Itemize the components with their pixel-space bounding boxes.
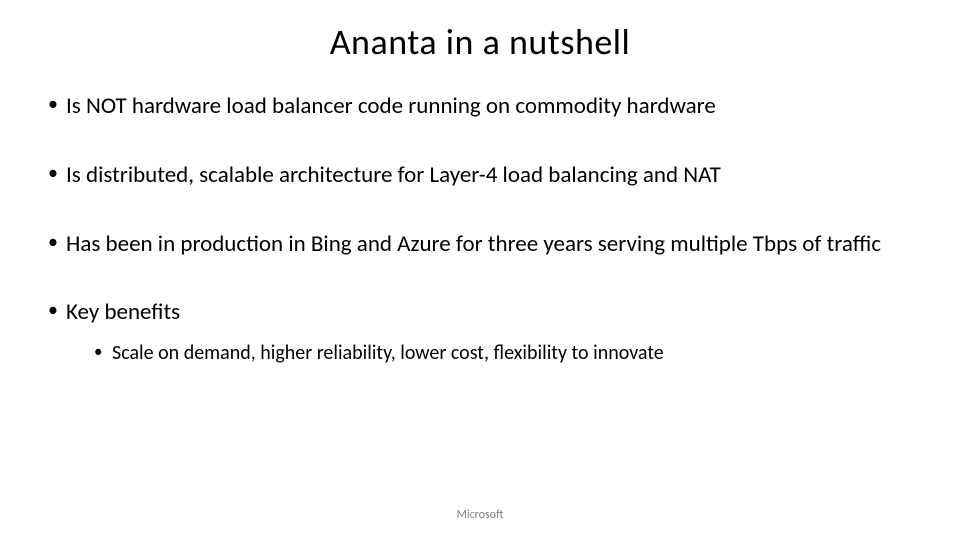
bullet-item: Is distributed, scalable architecture fo… (48, 161, 920, 190)
slide-footer: Microsoft (0, 508, 960, 522)
bullet-item: Key benefits Scale on demand, higher rel… (48, 298, 920, 366)
slide-title: Ananta in a nutshell (40, 20, 920, 64)
bullet-text: Key benefits (66, 298, 180, 326)
bullet-item: Is NOT hardware load balancer code runni… (48, 92, 920, 121)
slide-container: Ananta in a nutshell Is NOT hardware loa… (0, 0, 960, 540)
bullet-item: Has been in production in Bing and Azure… (48, 230, 920, 259)
bullet-list: Is NOT hardware load balancer code runni… (40, 92, 920, 366)
bullet-sub-item: Scale on demand, higher reliability, low… (94, 341, 920, 366)
